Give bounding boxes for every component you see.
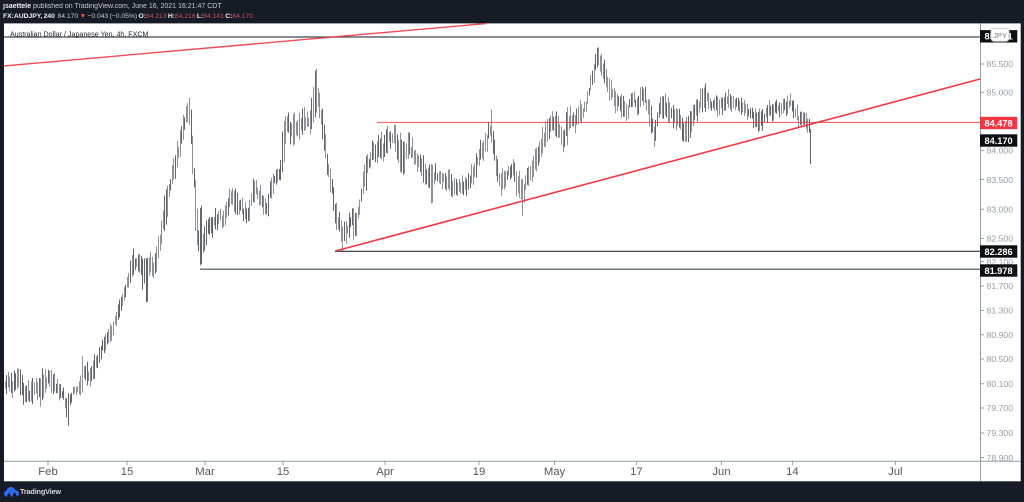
svg-text:Feb: Feb <box>38 466 57 478</box>
svg-text:JPY: JPY <box>993 31 1007 40</box>
svg-text:19: 19 <box>473 466 486 478</box>
svg-text:85.500: 85.500 <box>987 59 1014 69</box>
svg-text:Australian Dollar / Japanese Y: Australian Dollar / Japanese Yen, 4h, FX… <box>10 30 148 38</box>
svg-text:85.000: 85.000 <box>987 87 1014 97</box>
svg-text:81.978: 81.978 <box>985 266 1013 276</box>
svg-text:79.700: 79.700 <box>987 403 1014 413</box>
svg-text:79.300: 79.300 <box>987 428 1014 438</box>
svg-text:82.286: 82.286 <box>985 247 1013 257</box>
svg-text:15: 15 <box>121 466 134 478</box>
svg-text:80.500: 80.500 <box>987 354 1014 364</box>
svg-text:82.500: 82.500 <box>987 234 1014 244</box>
svg-text:84.478: 84.478 <box>985 118 1013 128</box>
svg-text:83.500: 83.500 <box>987 175 1014 185</box>
svg-text:Jun: Jun <box>712 466 730 478</box>
svg-text:81.700: 81.700 <box>987 281 1014 291</box>
svg-text:80.100: 80.100 <box>987 379 1014 389</box>
svg-text:81.300: 81.300 <box>987 306 1014 316</box>
svg-text:May: May <box>544 466 566 478</box>
svg-text:82.100: 82.100 <box>987 257 1014 267</box>
svg-text:15: 15 <box>277 466 290 478</box>
svg-text:84.000: 84.000 <box>987 146 1014 156</box>
svg-text:83.000: 83.000 <box>987 204 1014 214</box>
svg-text:14: 14 <box>786 466 799 478</box>
svg-text:Jul: Jul <box>888 466 902 478</box>
svg-text:Apr: Apr <box>376 466 394 478</box>
svg-text:Mar: Mar <box>195 466 215 478</box>
svg-text:17: 17 <box>630 466 643 478</box>
svg-text:84.170: 84.170 <box>985 136 1013 146</box>
svg-text:78.900: 78.900 <box>987 453 1014 463</box>
svg-text:80.900: 80.900 <box>987 330 1014 340</box>
